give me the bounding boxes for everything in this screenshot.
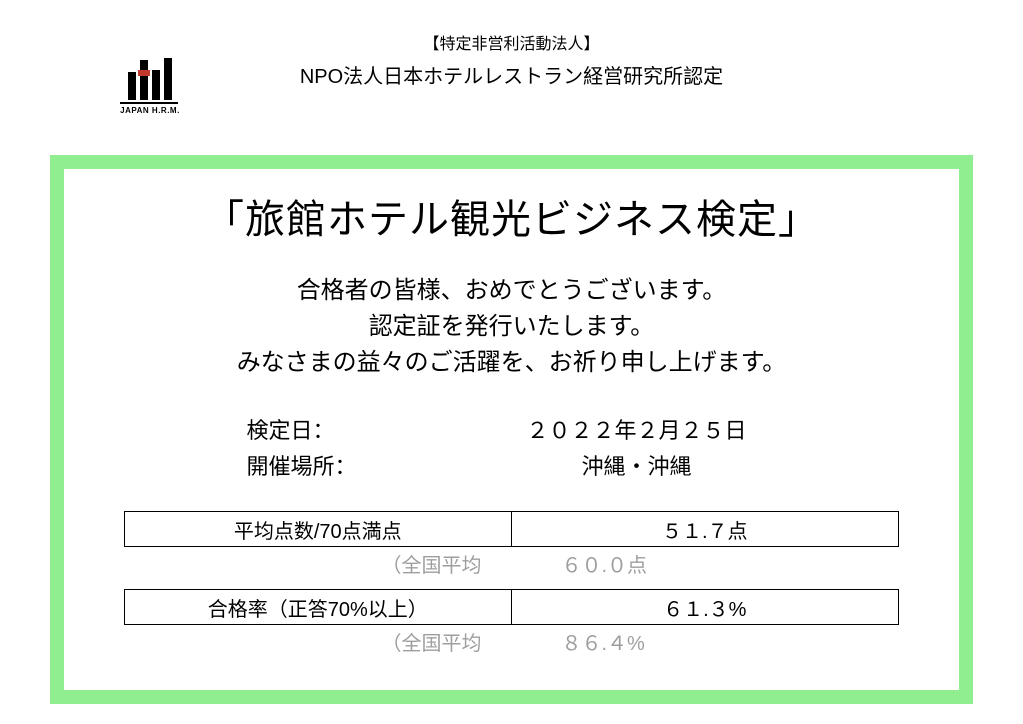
org-name-label: NPO法人日本ホテルレストラン経営研究所認定 bbox=[0, 60, 1023, 89]
national-average-score-label: （全国平均 bbox=[124, 547, 512, 579]
national-pass-rate-label: （全国平均 bbox=[124, 625, 512, 657]
certificate-title: 「旅館ホテル観光ビジネス検定」 bbox=[94, 187, 929, 245]
average-score-label: 平均点数/70点満点 bbox=[125, 512, 512, 546]
national-average-score-row: （全国平均 ６０.０点 bbox=[124, 547, 899, 579]
exam-date-value: ２０２２年２月２５日 bbox=[497, 413, 777, 445]
exam-location-value: 沖縄・沖縄 bbox=[497, 449, 777, 481]
exam-location-row: 開催場所： 沖縄・沖縄 bbox=[94, 449, 929, 481]
certificate-panel: 「旅館ホテル観光ビジネス検定」 合格者の皆様、おめでとうございます。 認定証を発… bbox=[50, 155, 973, 704]
congratulations-message: 合格者の皆様、おめでとうございます。 認定証を発行いたします。 みなさまの益々の… bbox=[94, 273, 929, 381]
national-pass-rate-value: ８６.４% bbox=[512, 625, 900, 657]
message-line-2: 認定証を発行いたします。 bbox=[94, 309, 929, 345]
logo-caption: JAPAN H.R.M. bbox=[120, 106, 180, 115]
message-line-1: 合格者の皆様、おめでとうございます。 bbox=[94, 273, 929, 309]
org-type-label: 【特定非営利活動法人】 bbox=[0, 30, 1023, 54]
message-line-3: みなさまの益々のご活躍を、お祈り申し上げます。 bbox=[94, 345, 929, 381]
exam-location-label: 開催場所： bbox=[247, 449, 497, 481]
exam-date-label: 検定日： bbox=[247, 413, 497, 445]
pass-rate-value: ６１.３% bbox=[512, 590, 899, 624]
average-score-value: ５１.７点 bbox=[512, 512, 899, 546]
pass-rate-row: 合格率（正答70%以上） ６１.３% bbox=[124, 589, 899, 625]
exam-info-section: 検定日： ２０２２年２月２５日 開催場所： 沖縄・沖縄 bbox=[94, 413, 929, 481]
results-table: 平均点数/70点満点 ５１.７点 （全国平均 ６０.０点 合格率（正答70%以上… bbox=[94, 511, 929, 657]
pass-rate-label: 合格率（正答70%以上） bbox=[125, 590, 512, 624]
document-header: 【特定非営利活動法人】 NPO法人日本ホテルレストラン経営研究所認定 bbox=[0, 30, 1023, 89]
average-score-row: 平均点数/70点満点 ５１.７点 bbox=[124, 511, 899, 547]
exam-date-row: 検定日： ２０２２年２月２５日 bbox=[94, 413, 929, 445]
national-pass-rate-row: （全国平均 ８６.４% bbox=[124, 625, 899, 657]
national-average-score-value: ６０.０点 bbox=[512, 547, 900, 579]
